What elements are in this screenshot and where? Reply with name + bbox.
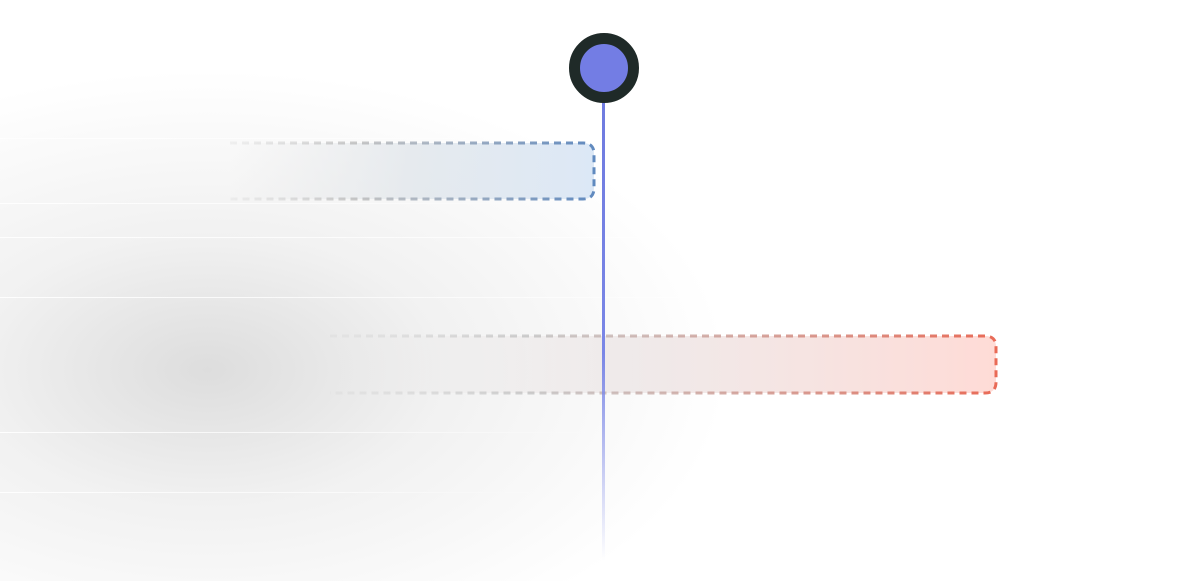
timeline-row-divider <box>0 237 900 238</box>
background-haze <box>0 40 1100 581</box>
timeline-clip-blue-hitarea[interactable] <box>230 141 596 201</box>
timeline-row-divider <box>0 432 620 433</box>
playhead-handle-icon[interactable] <box>569 33 639 103</box>
timeline-row-divider <box>0 203 560 204</box>
timeline-row-divider <box>0 297 900 298</box>
timeline-clip-red[interactable] <box>330 334 998 395</box>
timeline-row-divider <box>0 138 560 139</box>
timeline-row-divider <box>0 492 560 493</box>
playhead-line[interactable] <box>602 100 605 560</box>
